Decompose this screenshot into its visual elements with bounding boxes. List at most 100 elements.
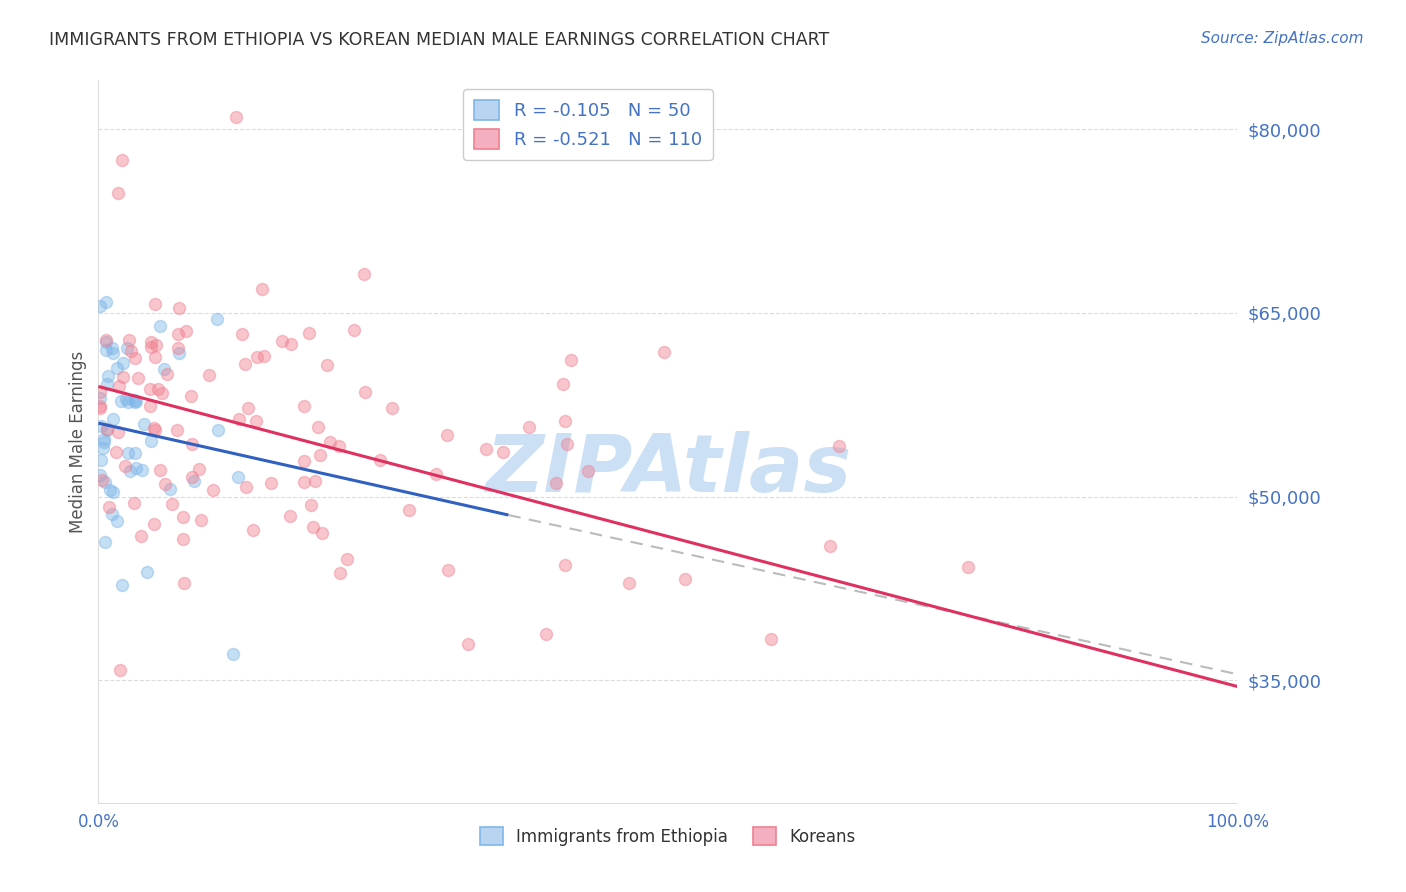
Point <box>103 346 125 360</box>
Point <box>354 384 377 399</box>
Point <box>93 432 115 446</box>
Point <box>311 526 333 541</box>
Point <box>89 401 111 416</box>
Point <box>957 559 980 574</box>
Point <box>307 420 329 434</box>
Point <box>143 421 166 435</box>
Point <box>153 362 176 376</box>
Point <box>534 627 557 641</box>
Point <box>112 370 135 384</box>
Point <box>246 351 269 365</box>
Point <box>105 515 128 529</box>
Point <box>398 502 420 516</box>
Point <box>673 572 696 586</box>
Point <box>89 299 111 313</box>
Point <box>316 358 339 372</box>
Point <box>245 414 267 428</box>
Point <box>304 474 326 488</box>
Point <box>94 535 117 549</box>
Point <box>127 371 149 385</box>
Point <box>617 575 640 590</box>
Point <box>551 377 574 392</box>
Point <box>198 368 221 382</box>
Point <box>105 360 128 375</box>
Point <box>101 411 124 425</box>
Point <box>828 439 851 453</box>
Point <box>149 318 172 333</box>
Point <box>517 419 540 434</box>
Point <box>302 520 325 534</box>
Point <box>122 393 145 408</box>
Point <box>167 327 190 342</box>
Point <box>250 283 273 297</box>
Text: Source: ZipAtlas.com: Source: ZipAtlas.com <box>1201 31 1364 46</box>
Point <box>253 349 276 363</box>
Point <box>124 496 146 510</box>
Point <box>124 395 146 409</box>
Point <box>139 382 162 396</box>
Point <box>181 470 204 484</box>
Y-axis label: Median Male Earnings: Median Male Earnings <box>69 351 87 533</box>
Point <box>139 399 162 413</box>
Point <box>190 512 212 526</box>
Point <box>96 335 118 350</box>
Point <box>425 467 447 482</box>
Point <box>554 414 576 428</box>
Point <box>107 186 129 201</box>
Point <box>343 323 366 337</box>
Point <box>225 110 247 124</box>
Point <box>205 311 228 326</box>
Point <box>180 389 202 403</box>
Point <box>156 367 179 381</box>
Point <box>136 565 159 579</box>
Point <box>124 351 146 365</box>
Point <box>172 532 194 546</box>
Point <box>90 419 112 434</box>
Point <box>336 551 359 566</box>
Point <box>278 509 301 524</box>
Point <box>118 464 141 478</box>
Point <box>183 474 205 488</box>
Point <box>124 446 146 460</box>
Point <box>226 470 249 484</box>
Point <box>111 355 134 369</box>
Point <box>114 458 136 473</box>
Point <box>298 326 321 341</box>
Point <box>368 452 391 467</box>
Point <box>117 395 139 409</box>
Point <box>159 482 181 496</box>
Point <box>292 454 315 468</box>
Point <box>292 399 315 413</box>
Point <box>134 417 156 431</box>
Point <box>207 423 229 437</box>
Point <box>139 334 162 349</box>
Point <box>475 442 498 456</box>
Point <box>818 539 841 553</box>
Point <box>319 435 342 450</box>
Point <box>101 485 124 500</box>
Point <box>94 334 117 348</box>
Text: IMMIGRANTS FROM ETHIOPIA VS KOREAN MEDIAN MALE EARNINGS CORRELATION CHART: IMMIGRANTS FROM ETHIOPIA VS KOREAN MEDIA… <box>49 31 830 49</box>
Point <box>329 566 352 580</box>
Point <box>222 648 245 662</box>
Point <box>166 423 188 437</box>
Point <box>114 392 136 407</box>
Point <box>381 401 404 415</box>
Point <box>118 333 141 347</box>
Point <box>131 463 153 477</box>
Point <box>761 632 783 647</box>
Point <box>96 343 118 358</box>
Point <box>436 428 458 442</box>
Point <box>143 350 166 364</box>
Point <box>94 475 117 489</box>
Point <box>129 529 152 543</box>
Point <box>160 497 183 511</box>
Point <box>576 464 599 478</box>
Point <box>308 448 330 462</box>
Point <box>90 473 112 487</box>
Point <box>201 483 224 497</box>
Point <box>181 437 204 451</box>
Point <box>111 153 134 167</box>
Point <box>115 341 138 355</box>
Point <box>145 338 167 352</box>
